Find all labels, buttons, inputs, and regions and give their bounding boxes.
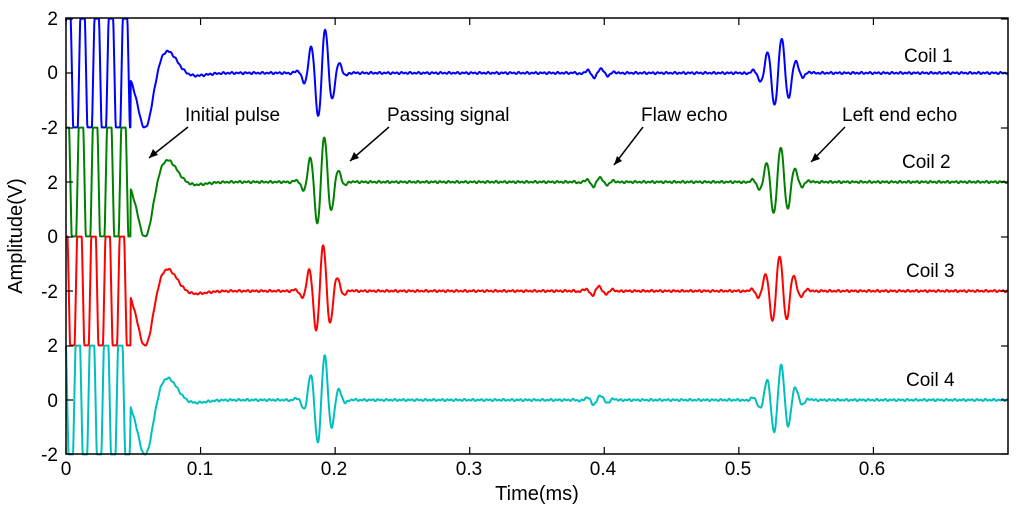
series-line-coil-3	[65, 235, 1009, 347]
annotation-passing-signal: Passing signal	[387, 105, 510, 126]
y-tick-label: -2	[41, 445, 58, 466]
x-tick-label: 0.5	[725, 459, 751, 480]
y-tick-label: -2	[41, 282, 58, 303]
arrowhead-icon	[811, 153, 820, 162]
series-line-coil-1	[65, 17, 1009, 129]
plot-frame	[65, 17, 1009, 455]
y-tick-label: 2	[47, 336, 58, 357]
y-tick-label: 2	[47, 173, 58, 194]
x-axis	[65, 18, 875, 454]
coil-3-label: Coil 3	[906, 261, 955, 282]
x-tick-label: 0.6	[859, 459, 885, 480]
y-axis	[66, 18, 1008, 455]
arrowhead-icon	[614, 156, 622, 165]
y-axis-title: Amplitude(V)	[5, 178, 27, 294]
y-tick-label: 2	[47, 9, 58, 30]
x-tick-label: 0.1	[187, 459, 213, 480]
coil-1-label: Coil 1	[904, 46, 953, 67]
arrowhead-icon	[350, 152, 359, 161]
x-tick-label: 0.3	[456, 459, 482, 480]
series-line-coil-4	[65, 344, 1009, 456]
arrowhead-icon	[149, 149, 158, 158]
x-axis-title: Time(ms)	[495, 483, 579, 505]
coil-4-label: Coil 4	[906, 370, 955, 391]
coil-2-label: Coil 2	[902, 152, 951, 173]
series-line-coil-2	[65, 126, 1009, 238]
annotation-left-end-echo: Left end echo	[842, 105, 957, 126]
y-tick-label: -2	[41, 118, 58, 139]
series-layer	[65, 17, 1009, 456]
y-tick-label: 0	[47, 63, 58, 84]
annotation-flaw-echo: Flaw echo	[641, 105, 728, 126]
annotation-initial-pulse: Initial pulse	[185, 105, 280, 126]
x-tick-label: 0	[61, 459, 72, 480]
x-tick-label: 0.4	[590, 459, 617, 480]
y-tick-label: 0	[47, 391, 58, 412]
x-tick-label: 0.2	[321, 459, 347, 480]
y-tick-label: 0	[47, 227, 58, 248]
